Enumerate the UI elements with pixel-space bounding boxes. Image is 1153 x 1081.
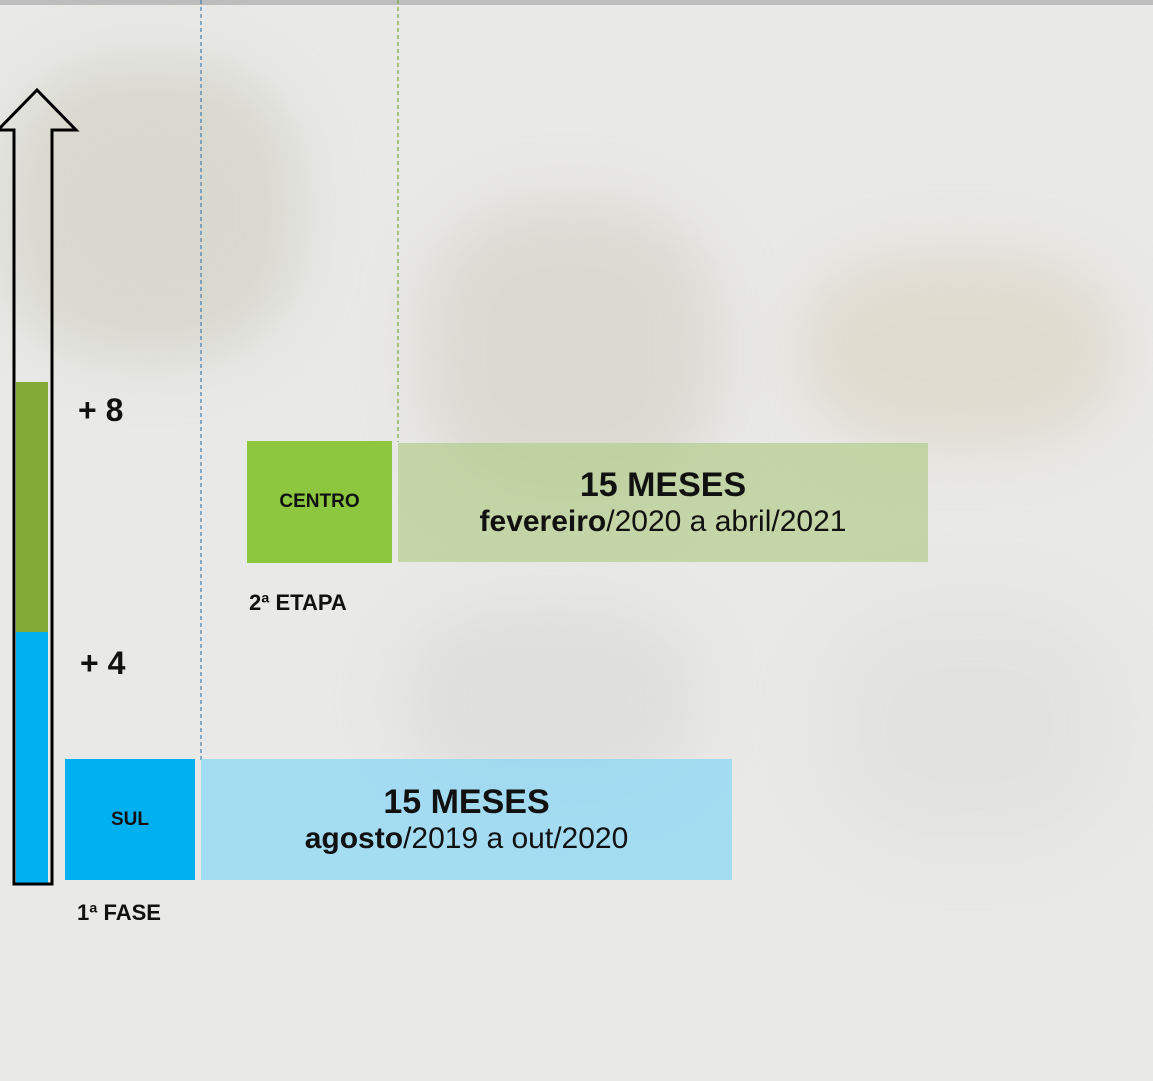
start-month: fevereiro <box>480 505 607 538</box>
level-label: + 4 <box>80 645 125 682</box>
caption: 2ª ETAPA <box>249 590 347 616</box>
period-box: 15 MESES agosto/2019 a out/2020 <box>201 759 732 880</box>
region-label: CENTRO <box>279 491 359 513</box>
level-label: + 8 <box>78 392 123 429</box>
duration: 15 MESES <box>383 783 549 822</box>
region-box: CENTRO <box>247 441 392 563</box>
period: /2020 a abril/2021 <box>606 505 846 538</box>
period-box: 15 MESES fevereiro/2020 a abril/2021 <box>398 443 928 562</box>
slide: + 8 + 4 CENTRO 15 MESES fevereiro/2020 a… <box>0 0 1153 1081</box>
region-box: SUL <box>65 759 195 880</box>
level-bar <box>16 382 48 632</box>
caption: 1ª FASE <box>77 900 161 926</box>
region-label: SUL <box>111 809 149 831</box>
duration: 15 MESES <box>580 466 746 505</box>
start-month: agosto <box>305 822 403 855</box>
level-bar <box>16 632 48 883</box>
period: /2019 a out/2020 <box>403 822 628 855</box>
